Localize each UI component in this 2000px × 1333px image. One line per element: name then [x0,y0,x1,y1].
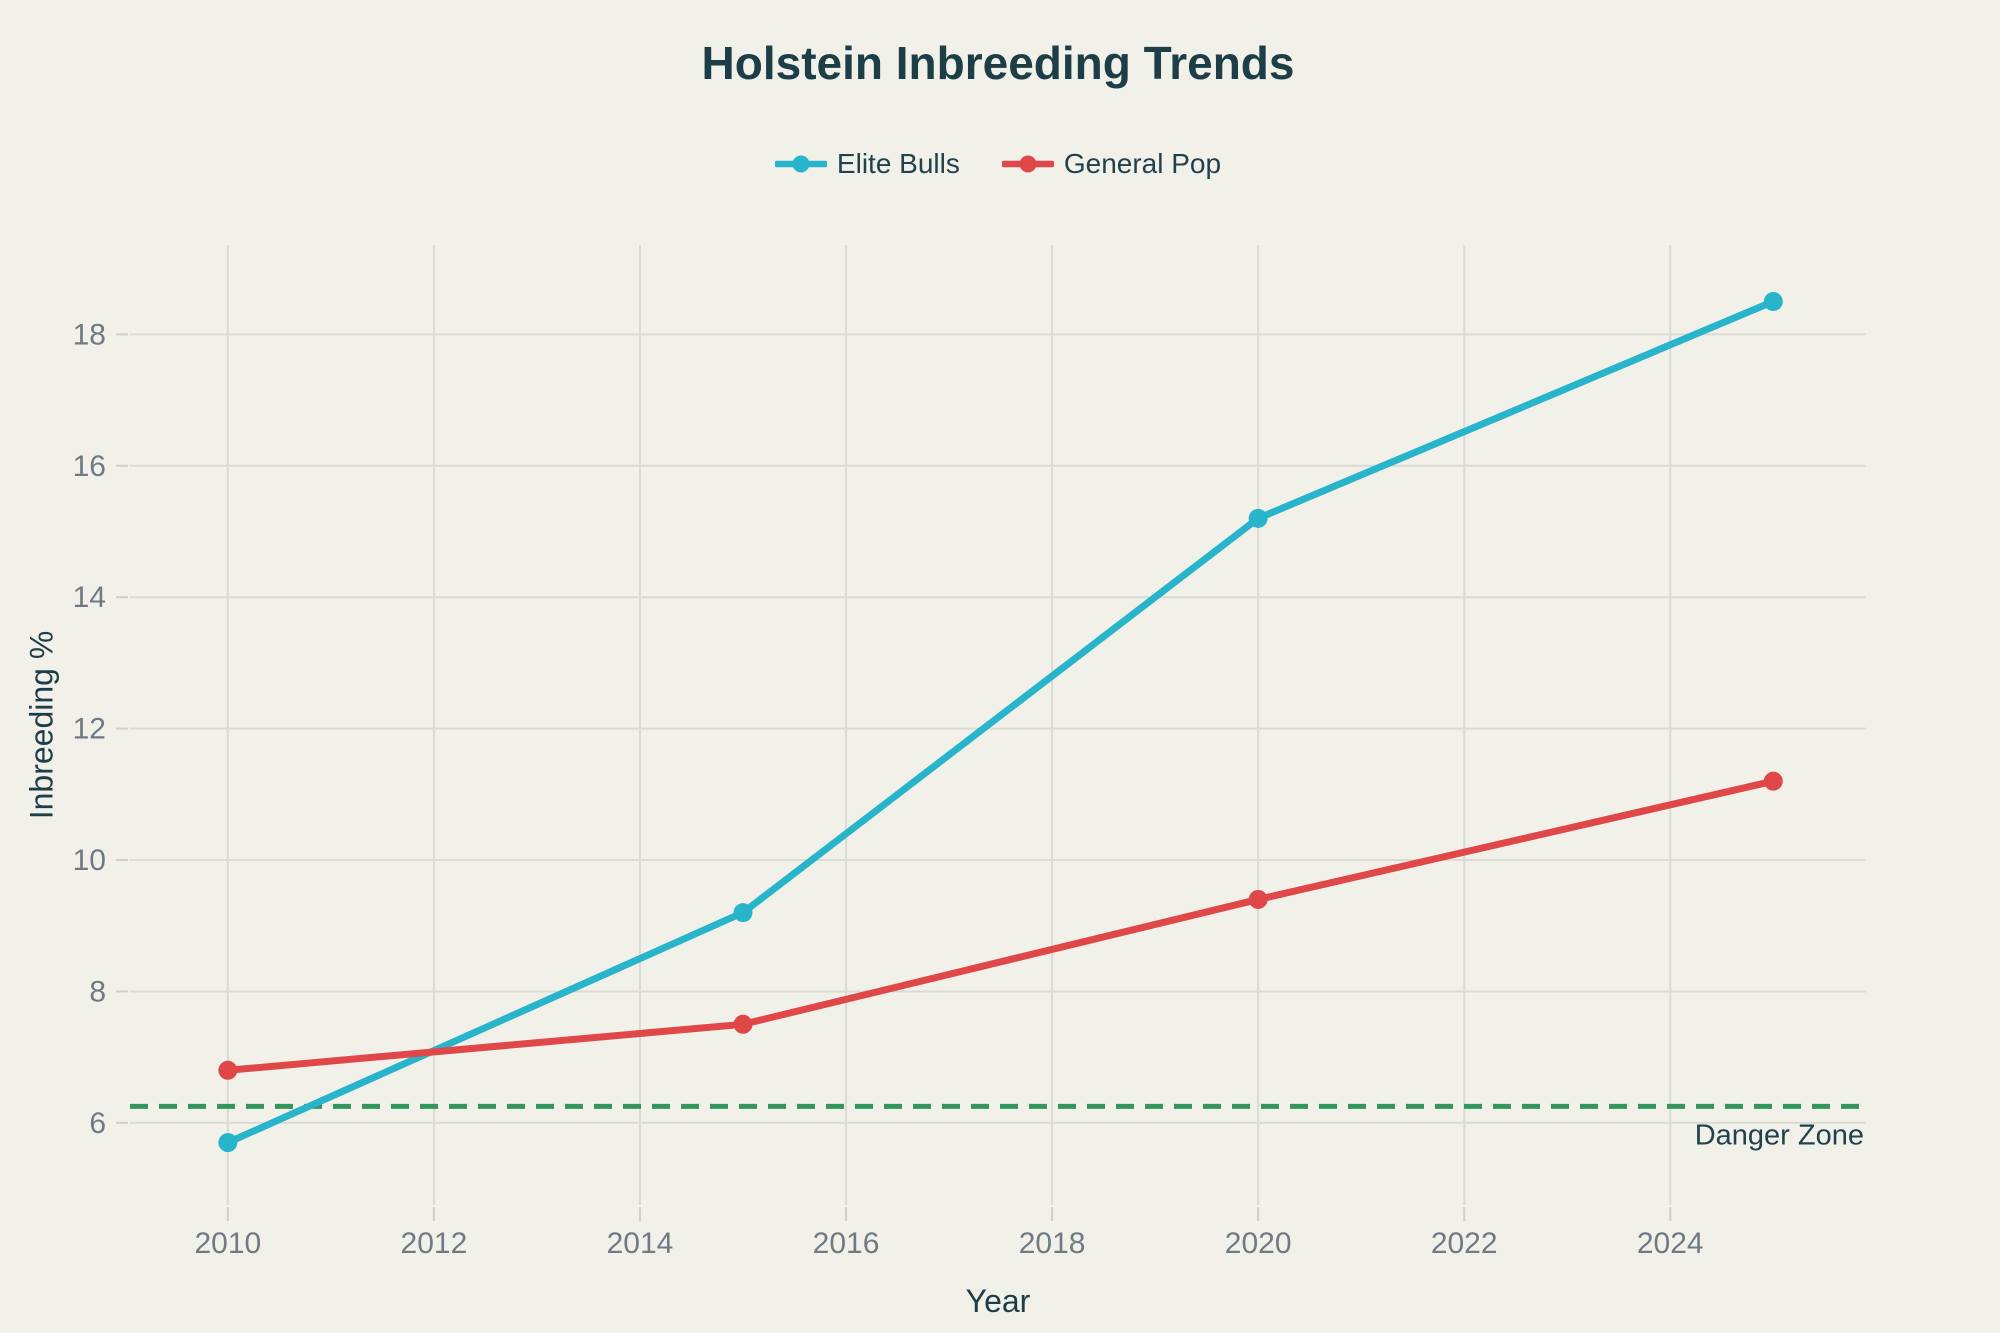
legend-dot [792,155,810,173]
tick-label-y: 18 [73,318,106,351]
tick-label-x: 2020 [1225,1227,1292,1260]
legend-label: Elite Bulls [836,148,960,179]
data-point-general-pop[interactable] [218,1060,238,1080]
legend-item-elite-bulls[interactable]: Elite Bulls [774,148,960,180]
data-point-elite-bulls[interactable] [218,1133,238,1153]
data-point-general-pop[interactable] [1763,771,1783,791]
legend: Elite Bulls General Pop [130,148,1866,180]
legend-item-general-pop[interactable]: General Pop [1001,148,1222,180]
tick-label-y: 8 [89,975,106,1008]
tick-label-x: 2016 [813,1227,880,1260]
data-point-elite-bulls[interactable] [1248,508,1268,528]
data-point-general-pop[interactable] [1248,889,1268,909]
data-point-elite-bulls[interactable] [733,903,753,923]
tick-label-y: 10 [73,844,106,877]
tick-label-y: 12 [73,713,106,746]
series-line-elite-bulls [224,298,1777,1147]
chart-title: Holstein Inbreeding Trends [701,37,1295,89]
tick-label-x: 2018 [1019,1227,1086,1260]
tick-label-y: 16 [73,450,106,483]
tick-label-y: 6 [89,1107,106,1140]
tick-label-y: 14 [73,581,106,614]
data-point-general-pop[interactable] [733,1014,753,1034]
series-line-general-pop [224,777,1777,1074]
tick-label-x: 2012 [401,1227,468,1260]
legend-label: General Pop [1063,148,1222,179]
danger-zone-label: Danger Zone [1695,1119,1864,1151]
legend-marker-general-pop [1001,155,1054,173]
tick-label-x: 2014 [607,1227,674,1260]
tick-label-x: 2010 [195,1227,262,1260]
legend-dot [1019,155,1037,173]
y-axis-title: Inbreeding % [23,630,60,820]
data-point-elite-bulls[interactable] [1763,292,1783,312]
x-axis-title: Year [965,1283,1031,1319]
legend-marker-elite-bulls [774,155,827,173]
tick-label-x: 2024 [1637,1227,1704,1260]
tick-label-x: 2022 [1431,1227,1498,1260]
